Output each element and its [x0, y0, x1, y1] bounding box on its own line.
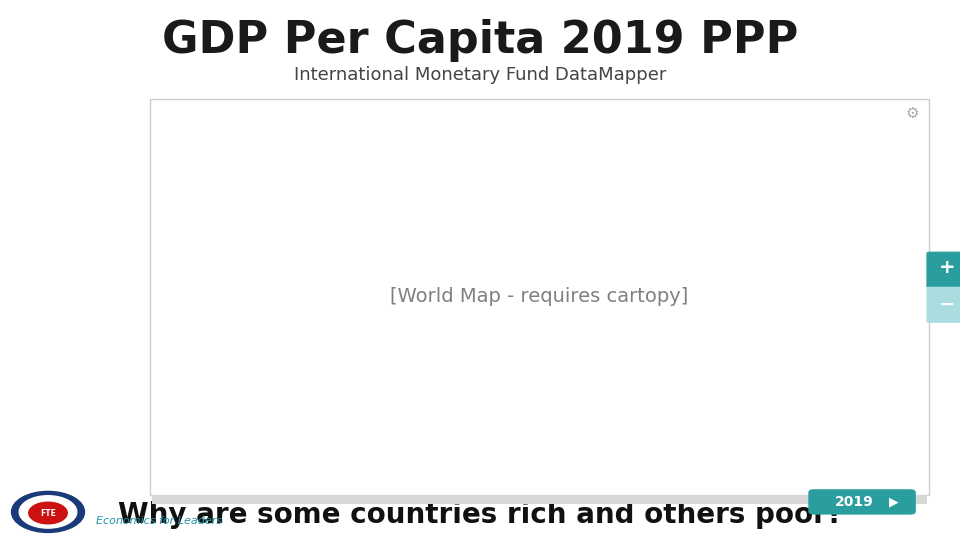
- Bar: [152, 495, 927, 504]
- Circle shape: [12, 491, 84, 532]
- Text: International Monetary Fund DataMapper: International Monetary Fund DataMapper: [294, 66, 666, 84]
- Text: −: −: [939, 295, 956, 314]
- Text: GDP Per Capita 2019 PPP: GDP Per Capita 2019 PPP: [162, 19, 798, 62]
- Text: ▶: ▶: [889, 495, 899, 508]
- Text: FTE: FTE: [40, 509, 56, 517]
- Text: ⚙: ⚙: [906, 105, 920, 120]
- Circle shape: [19, 496, 77, 528]
- Text: [World Map - requires cartopy]: [World Map - requires cartopy]: [391, 287, 688, 307]
- Text: Economics for Leaders: Economics for Leaders: [96, 516, 222, 526]
- FancyBboxPatch shape: [926, 252, 960, 288]
- Text: Why are some countries rich and others poor?: Why are some countries rich and others p…: [117, 501, 843, 529]
- FancyBboxPatch shape: [926, 287, 960, 323]
- FancyBboxPatch shape: [808, 489, 916, 515]
- Circle shape: [29, 502, 67, 524]
- Text: 2019: 2019: [835, 495, 874, 509]
- Bar: [150, 99, 929, 495]
- Text: +: +: [939, 259, 956, 278]
